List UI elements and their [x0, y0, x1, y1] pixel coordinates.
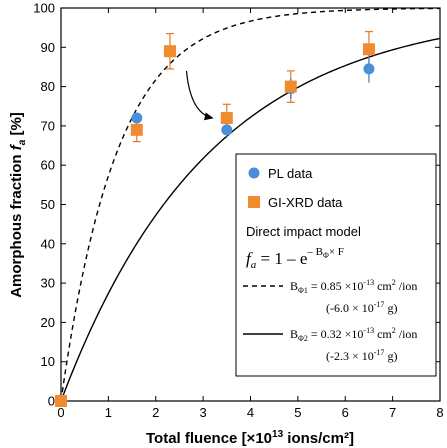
pl-point	[131, 112, 143, 124]
x-axis-ticks: 0 1 2 3 4 5 6 7 8	[57, 8, 444, 420]
y-tick-label: 100	[33, 1, 55, 16]
y-tick-label: 50	[41, 197, 55, 212]
model-curves	[60, 7, 441, 402]
x-tick-label: 5	[294, 405, 301, 420]
xrd-point	[163, 45, 176, 58]
model-equation: fa = 1 – e– BΦ× F	[246, 246, 344, 271]
data-markers	[55, 30, 375, 407]
xrd-point	[220, 112, 233, 125]
y-tick-label: 30	[41, 276, 55, 291]
legend-xrd-label: GI-XRD data	[268, 195, 343, 210]
y-tick-label: 20	[41, 315, 55, 330]
y-tick-label: 10	[41, 354, 55, 369]
legend-pl-marker	[248, 167, 260, 179]
y-tick-label: 80	[41, 79, 55, 94]
x-tick-label: 2	[152, 405, 159, 420]
model-curve-b1	[60, 7, 441, 402]
x-tick-label: 3	[200, 405, 207, 420]
legend-pl-label: PL data	[268, 166, 313, 181]
xrd-point	[284, 80, 297, 93]
y-tick-label: 60	[41, 158, 55, 173]
xrd-point	[55, 395, 67, 407]
legend-model-title: Direct impact model	[246, 224, 361, 239]
pl-point	[363, 63, 375, 75]
y-tick-label: 40	[41, 236, 55, 251]
pl-point	[221, 124, 233, 136]
legend-box	[235, 153, 437, 377]
x-axis-title: Total fluence [×1013 ions/cm²]	[146, 429, 354, 447]
y-tick-label: 70	[41, 118, 55, 133]
x-tick-label: 4	[247, 405, 254, 420]
xrd-point	[362, 43, 375, 56]
x-tick-label: 0	[57, 405, 64, 420]
annotation-arrow	[185, 70, 214, 121]
legend-b2-note: (-2.3 × 10-17 g)	[326, 348, 397, 363]
xrd-point	[130, 123, 143, 136]
legend-b1-value: BΦ1 = 0.85 ×10-13 cm2 /ion	[290, 278, 417, 295]
legend-xrd-marker	[248, 196, 260, 208]
x-tick-label: 6	[342, 405, 349, 420]
model-curve-b2	[60, 37, 441, 402]
legend: PL data GI-XRD data Direct impact model …	[235, 153, 437, 377]
x-tick-label: 7	[389, 405, 396, 420]
x-tick-label: 8	[436, 405, 443, 420]
y-axis-title: Amorphous fraction fa [%]	[8, 112, 28, 298]
legend-b1-note: (-6.0 × 10-17 g)	[326, 300, 397, 315]
y-tick-label: 90	[41, 40, 55, 55]
legend-b2-value: BΦ2 = 0.32 ×10-13 cm2 /ion	[290, 326, 417, 343]
y-tick-label: 0	[48, 394, 55, 409]
x-tick-label: 1	[105, 405, 112, 420]
